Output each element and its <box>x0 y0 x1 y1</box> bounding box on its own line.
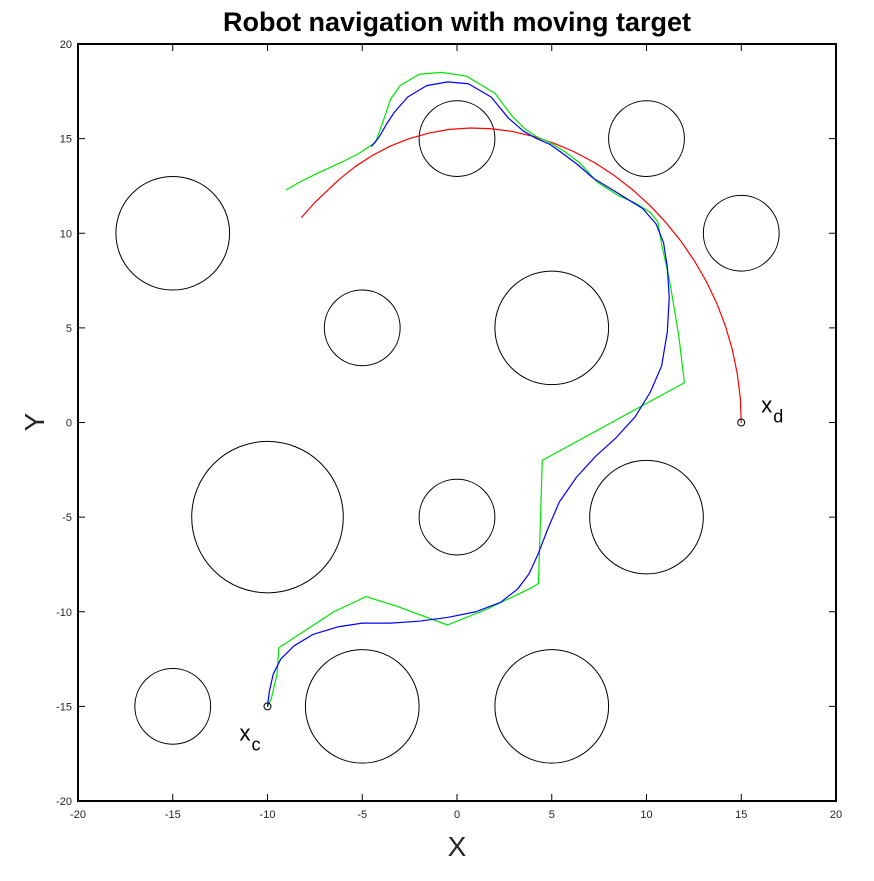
x-tick-label: -5 <box>357 809 367 821</box>
point-marker-c <box>263 702 272 711</box>
y-tick-label: 0 <box>66 418 72 430</box>
obstacle-circle-3 <box>608 100 685 177</box>
obstacle-circle-5 <box>323 289 401 367</box>
chart-title: Robot navigation with moving target <box>223 7 691 37</box>
y-axis: -20 -15 -10 -5 0 5 10 15 20 <box>56 39 836 808</box>
obstacle-circle-4 <box>702 194 780 272</box>
series-layer <box>266 71 742 707</box>
obstacle-circle-9 <box>589 459 704 575</box>
obstacle-circle-7 <box>191 440 344 594</box>
point-marker-d <box>737 418 746 427</box>
y-tick-label: 15 <box>60 134 72 146</box>
x-tick-label: -20 <box>70 809 86 821</box>
trajectory-line-3 <box>266 81 670 707</box>
x-tick-label: 20 <box>830 809 842 821</box>
plot-area <box>78 44 836 801</box>
y-tick-label: -5 <box>62 512 72 524</box>
y-tick-label: -10 <box>56 607 72 619</box>
x-tick-label: 0 <box>454 809 460 821</box>
trajectory-line-1 <box>301 127 742 424</box>
x-tick-label: -10 <box>260 809 276 821</box>
obstacles-layer <box>115 100 780 764</box>
obstacle-circle-8 <box>418 478 496 556</box>
y-tick-label: 10 <box>60 228 72 240</box>
x-tick-label: 5 <box>549 809 555 821</box>
obstacle-circle-6 <box>494 270 610 386</box>
y-tick-label: 20 <box>60 39 72 51</box>
x-axis: -20 -15 -10 -5 0 5 10 15 20 <box>70 44 842 821</box>
x-axis-title: X <box>448 831 467 862</box>
obstacle-circle-12 <box>494 649 610 764</box>
y-tick-label: -20 <box>56 796 72 808</box>
obstacle-circle-11 <box>304 649 420 764</box>
x-tick-label: -15 <box>165 809 181 821</box>
trajectory-line-2 <box>266 71 686 707</box>
obstacle-circle-2 <box>418 100 496 177</box>
obstacle-circle-10 <box>134 668 212 745</box>
y-tick-label: -15 <box>56 701 72 713</box>
y-tick-label: 5 <box>66 323 72 335</box>
x-tick-label: 10 <box>640 809 652 821</box>
point-label-subscript-d: d <box>773 407 783 427</box>
obstacle-circle-1 <box>115 175 231 291</box>
x-tick-label: 15 <box>735 809 747 821</box>
y-axis-title: Y <box>19 412 50 431</box>
point-label-subscript-c: c <box>252 734 261 754</box>
